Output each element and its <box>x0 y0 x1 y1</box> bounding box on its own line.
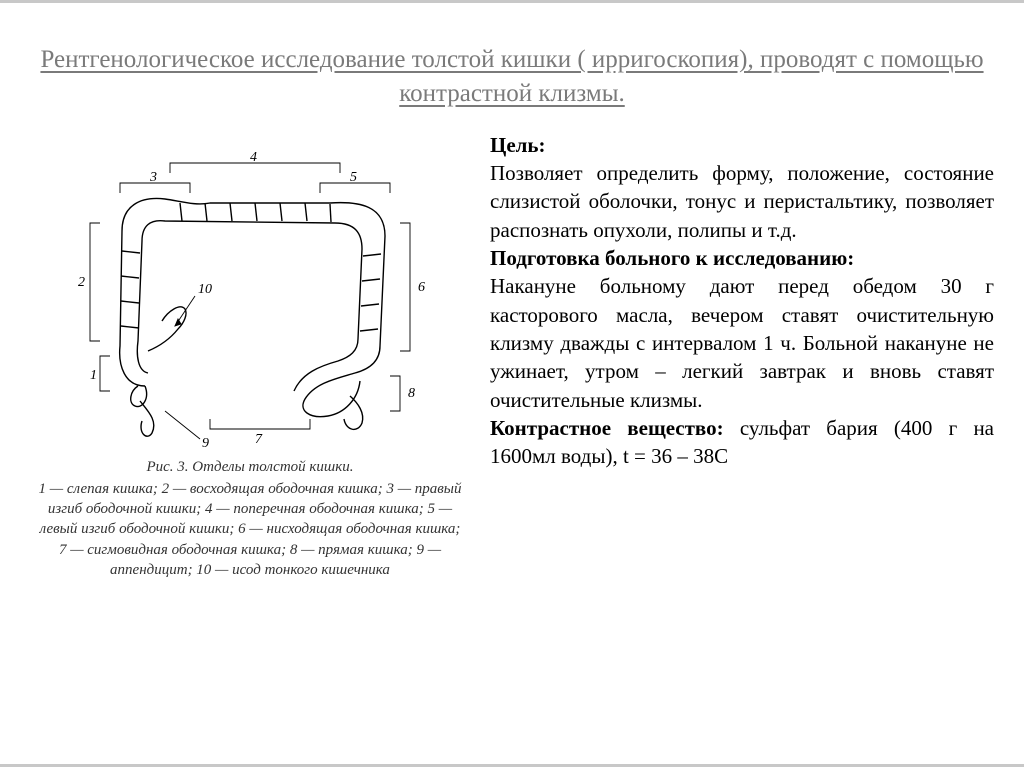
goal-label: Цель: <box>490 133 546 157</box>
figure-caption-legend: 1 — слепая кишка; 2 — восходящая ободочн… <box>39 481 462 578</box>
fig-label-8: 8 <box>408 386 415 401</box>
fig-label-2: 2 <box>78 275 85 290</box>
prep-label: Подготовка больного к исследованию: <box>490 244 994 272</box>
fig-label-6: 6 <box>418 280 425 295</box>
slide-title: Рентгенологическое исследование толстой … <box>0 3 1024 121</box>
figure-caption: Рис. 3. Отделы толстой кишки. 1 — слепая… <box>30 457 470 581</box>
figure-caption-title: Рис. 3. Отделы толстой кишки. <box>34 457 466 477</box>
fig-label-10: 10 <box>198 282 212 297</box>
fig-label-1: 1 <box>90 368 97 383</box>
prep-body: Накануне больному дают перед обедом 30 г… <box>490 272 994 414</box>
fig-label-7: 7 <box>255 432 263 447</box>
colon-diagram: 1 2 3 4 5 6 7 8 9 10 <box>50 151 450 451</box>
fig-label-4: 4 <box>250 151 257 165</box>
text-column: Цель: Позволяет определить форму, положе… <box>490 121 994 581</box>
figure-column: 1 2 3 4 5 6 7 8 9 10 Рис. 3. Отделы толс… <box>30 121 470 581</box>
content-area: 1 2 3 4 5 6 7 8 9 10 Рис. 3. Отделы толс… <box>0 121 1024 581</box>
goal-body: Позволяет определить форму, положение, с… <box>490 159 994 244</box>
fig-label-3: 3 <box>149 170 157 185</box>
fig-label-9: 9 <box>202 436 209 451</box>
contrast-label: Контрастное вещество: <box>490 416 724 440</box>
fig-label-5: 5 <box>350 170 357 185</box>
